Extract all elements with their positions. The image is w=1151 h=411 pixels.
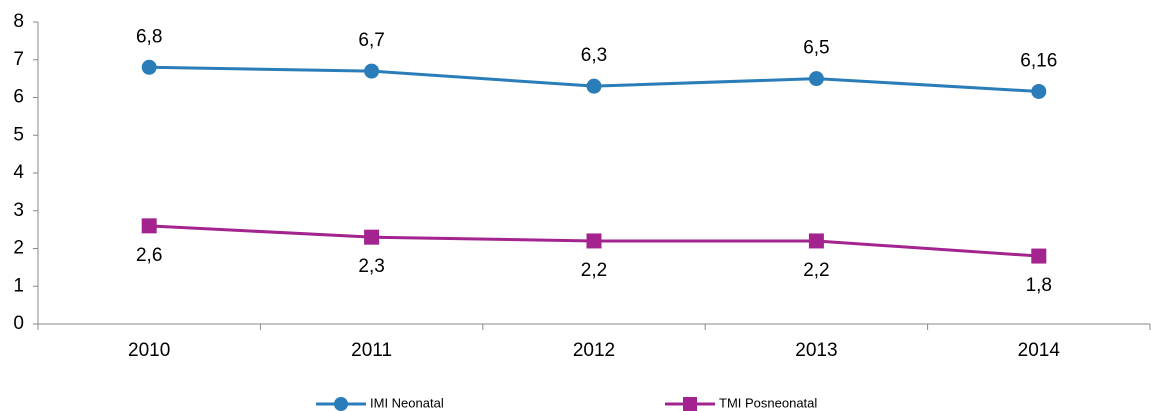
data-label: 6,8 xyxy=(136,26,162,47)
y-tick-label: 4 xyxy=(13,162,24,183)
marker xyxy=(141,59,157,75)
x-tick-label: 2013 xyxy=(795,340,837,361)
marker xyxy=(1031,83,1047,99)
data-label: 6,16 xyxy=(1020,50,1057,71)
y-tick-label: 2 xyxy=(13,238,24,259)
y-tick-label: 8 xyxy=(13,11,24,32)
marker xyxy=(808,233,824,249)
y-tick-label: 7 xyxy=(13,49,24,70)
y-tick-label: 1 xyxy=(13,275,24,296)
data-label: 2,2 xyxy=(803,260,829,281)
marker xyxy=(586,233,602,249)
legend-marker xyxy=(334,397,348,411)
data-label: 6,5 xyxy=(803,38,829,59)
legend-marker xyxy=(683,397,697,411)
data-label: 6,7 xyxy=(358,30,384,51)
x-tick-label: 2014 xyxy=(1018,340,1061,361)
x-tick-label: 2011 xyxy=(351,340,392,361)
y-tick-label: 5 xyxy=(13,124,24,145)
data-label: 1,8 xyxy=(1026,275,1052,296)
y-tick-label: 0 xyxy=(13,313,24,334)
y-tick-label: 3 xyxy=(13,200,24,221)
data-label: 6,3 xyxy=(581,45,607,66)
marker xyxy=(808,71,824,87)
x-tick-label: 2010 xyxy=(128,340,170,361)
legend-label: IMI Neonatal xyxy=(370,395,444,410)
x-tick-label: 2012 xyxy=(573,340,615,361)
marker xyxy=(364,63,380,79)
marker xyxy=(141,218,157,234)
data-label: 2,6 xyxy=(136,245,162,266)
marker xyxy=(586,78,602,94)
marker xyxy=(364,229,380,245)
data-label: 2,2 xyxy=(581,260,607,281)
y-tick-label: 6 xyxy=(13,87,24,108)
data-label: 2,3 xyxy=(358,256,384,277)
marker xyxy=(1031,248,1047,264)
legend-label: TMI Posneonatal xyxy=(719,395,817,410)
